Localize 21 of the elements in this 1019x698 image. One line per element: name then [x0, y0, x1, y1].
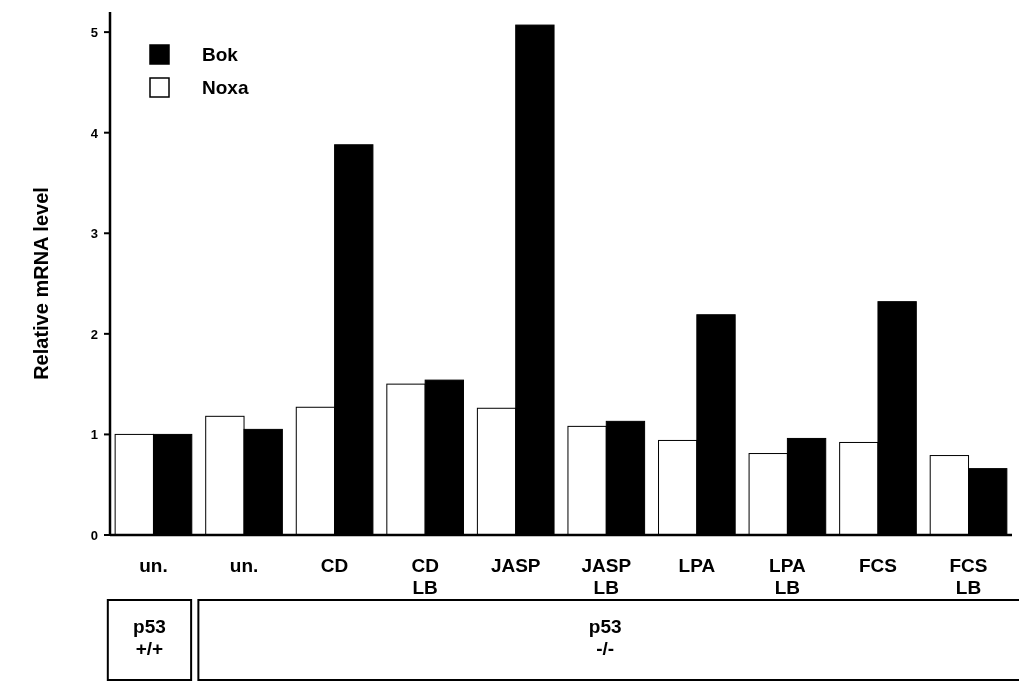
y-tick-label: 2 [90, 326, 98, 342]
x-tick-label: FCS [858, 555, 897, 576]
legend-label: Noxa [202, 77, 249, 98]
y-tick-label: 4 [90, 125, 99, 141]
legend-label: Bok [202, 44, 239, 65]
y-tick-label: 1 [90, 427, 98, 443]
x-tick-label: un. [139, 555, 168, 576]
y-tick-label: 0 [90, 528, 98, 543]
y-axis-title: Relative mRNA level [30, 187, 52, 380]
x-tick-label: JASP LB [581, 555, 632, 598]
x-tick-label: un. [229, 555, 259, 576]
x-tick-label: JASP [490, 555, 541, 576]
x-tick-label: LPA LB [769, 555, 806, 598]
y-tick-label: 3 [90, 226, 98, 242]
x-tick-label: LPA [678, 555, 716, 576]
x-tick-label: CD LB [411, 555, 439, 598]
text: p53 +/+ [133, 616, 166, 659]
x-tick-label: CD [320, 555, 349, 576]
text: p53 -/- [588, 616, 622, 659]
x-tick-label: FCS LB [949, 555, 988, 598]
y-tick-label: 5 [90, 25, 98, 41]
